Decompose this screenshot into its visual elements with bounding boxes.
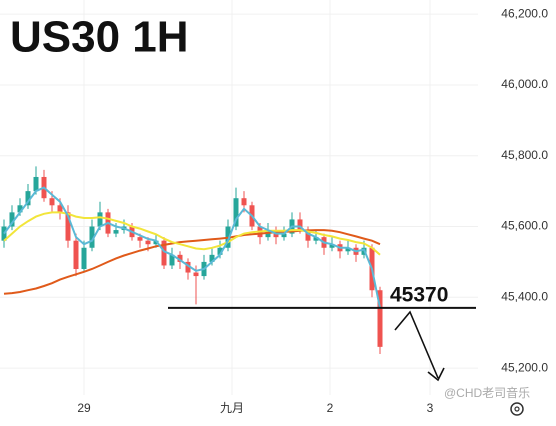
candle-body <box>305 230 311 241</box>
candle-body <box>345 247 351 252</box>
candle-body <box>81 247 87 269</box>
x-tick-label: 3 <box>427 401 434 415</box>
candle-body <box>281 233 287 238</box>
candle-body <box>233 198 239 227</box>
candle-body <box>17 205 23 213</box>
candle-body <box>177 254 183 262</box>
candle-body <box>33 176 39 192</box>
candle-body <box>113 230 119 234</box>
candle-body <box>9 212 15 227</box>
arrow <box>394 310 439 379</box>
y-tick-label: 45,800.0 <box>501 148 548 162</box>
candle-body <box>217 247 223 255</box>
candle-body <box>57 205 63 213</box>
settings-icon-center <box>514 406 520 412</box>
level-label: 45370 <box>390 283 448 306</box>
chart-title: US30 1H <box>10 13 189 62</box>
candle-body <box>161 240 167 266</box>
candle-body <box>25 191 31 206</box>
candle-body <box>313 237 319 241</box>
moving-average <box>3 186 381 309</box>
x-tick-label: 九月 <box>220 401 244 415</box>
y-tick-label: 45,400.0 <box>501 289 548 303</box>
candle-body <box>1 226 7 241</box>
watermark: @CHD老司音乐 <box>444 385 530 400</box>
moving-average <box>3 229 381 295</box>
candle-body <box>377 290 383 347</box>
candle-body <box>169 254 175 266</box>
y-tick-label: 45,200.0 <box>501 360 548 374</box>
candle-body <box>97 212 103 227</box>
x-tick-label: 2 <box>327 401 334 415</box>
y-tick-label: 46,000.0 <box>501 77 548 91</box>
candle-body <box>329 244 335 248</box>
arrow-head <box>427 367 445 382</box>
candle-body <box>209 254 215 262</box>
settings-icon[interactable] <box>510 402 524 416</box>
candle-body <box>185 261 191 273</box>
candle-body <box>73 240 79 269</box>
candle-body <box>137 237 143 241</box>
candle-body <box>241 198 247 206</box>
candle-body <box>49 198 55 206</box>
candle-body <box>193 272 199 277</box>
candle-body <box>145 240 151 245</box>
candle-body <box>297 219 303 231</box>
y-tick-label: 45,600.0 <box>501 219 548 233</box>
x-tick-label: 29 <box>77 401 91 415</box>
candle-body <box>65 212 71 241</box>
candle-body <box>153 240 159 245</box>
candle-body <box>89 226 95 248</box>
y-tick-label: 46,200.0 <box>501 6 548 20</box>
